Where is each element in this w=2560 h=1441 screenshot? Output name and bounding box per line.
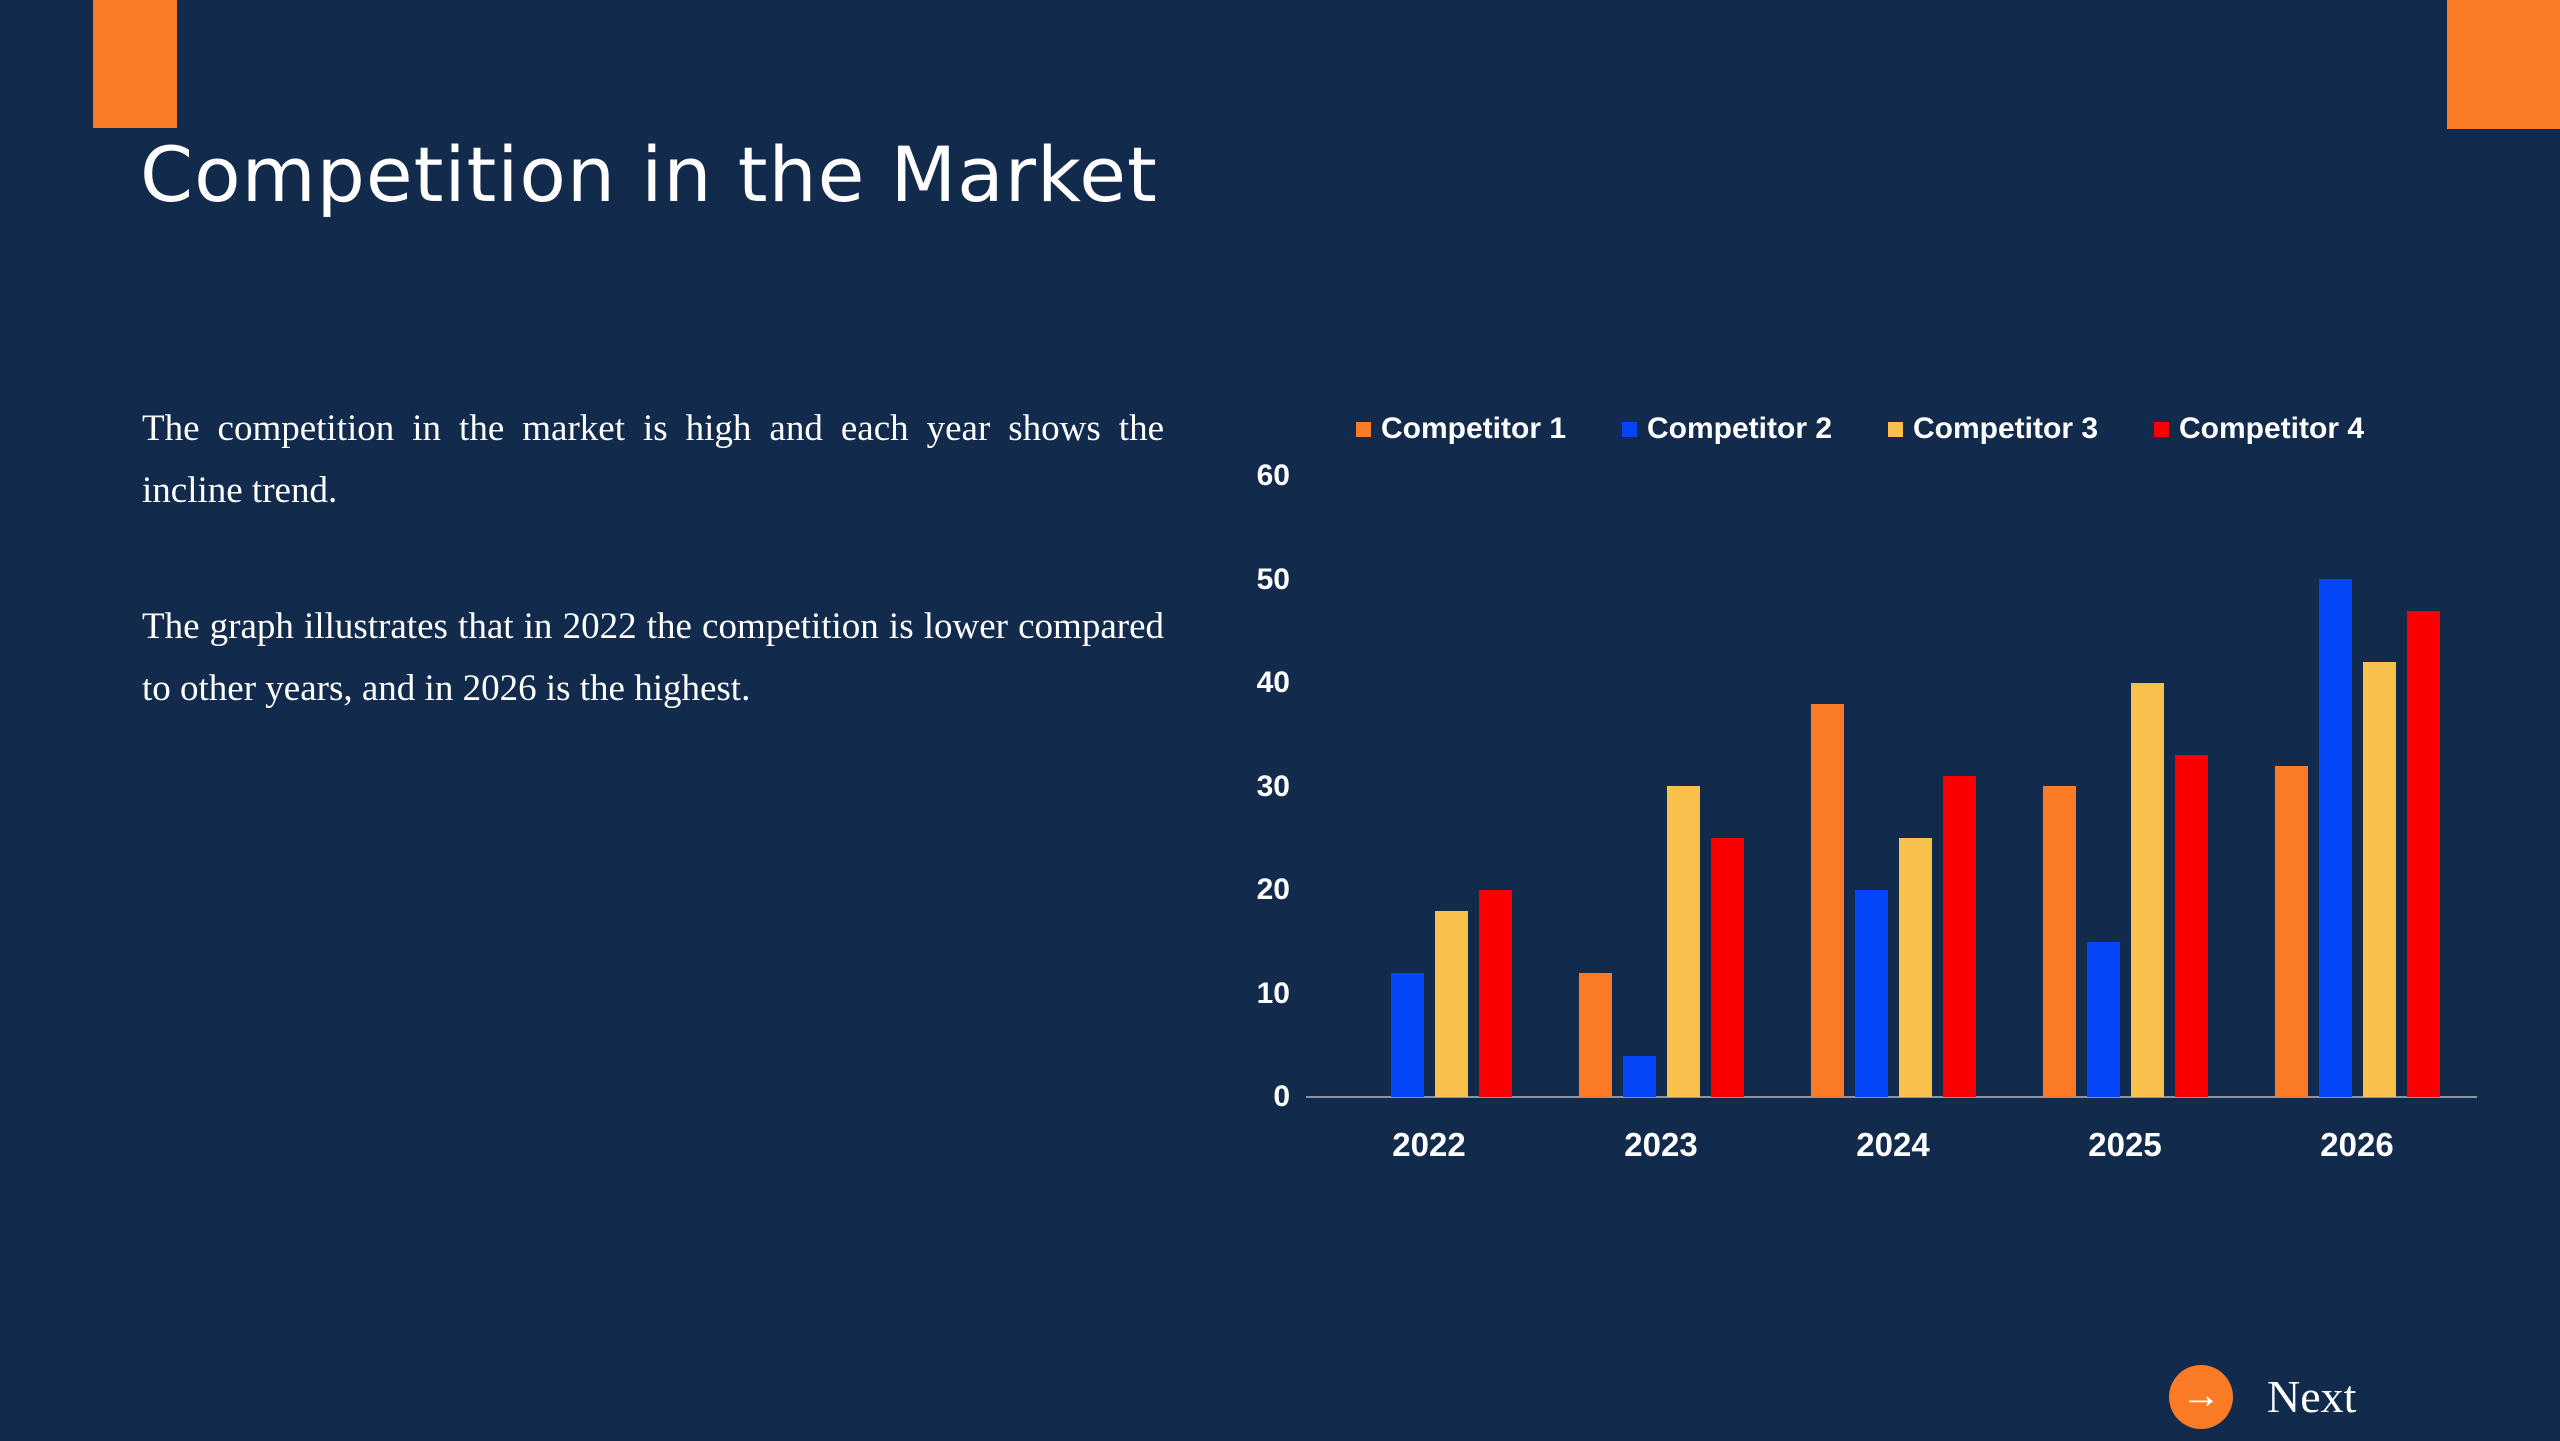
bar-2026-competitor-3 — [2363, 662, 2396, 1097]
legend-swatch-icon — [2154, 421, 2169, 437]
bar-2025-competitor-2 — [2087, 942, 2120, 1097]
x-tick-2023: 2023 — [1624, 1126, 1698, 1163]
legend-item-3: Competitor 3 — [1888, 412, 2098, 446]
legend-label: Competitor 1 — [1381, 412, 1567, 445]
bar-2022-competitor-3 — [1435, 911, 1468, 1097]
y-tick-10: 10 — [1256, 977, 1290, 1010]
bar-2022-competitor-4 — [1479, 890, 1512, 1097]
next-button[interactable]: → Next — [2169, 1361, 2356, 1433]
bar-2025-competitor-4 — [2175, 755, 2208, 1097]
bar-2023-competitor-2 — [1623, 1056, 1656, 1097]
body-text: The competition in the market is high an… — [142, 398, 1164, 720]
bar-2025-competitor-1 — [2043, 786, 2076, 1097]
bar-2025-competitor-3 — [2131, 683, 2164, 1097]
legend-swatch-icon — [1356, 421, 1371, 437]
next-button-label: Next — [2267, 1371, 2357, 1422]
y-tick-20: 20 — [1256, 873, 1290, 906]
arrow-right-icon: → — [2181, 1373, 2221, 1417]
y-tick-0: 0 — [1273, 1080, 1290, 1113]
next-circle: → — [2169, 1365, 2233, 1429]
bar-2023-competitor-4 — [1711, 838, 1744, 1097]
top-right-accent-rect — [2447, 0, 2560, 129]
legend-swatch-icon — [1622, 421, 1637, 437]
y-tick-40: 40 — [1256, 666, 1290, 699]
bar-2023-competitor-1 — [1579, 973, 1612, 1097]
bar-2022-competitor-2 — [1391, 973, 1424, 1097]
bar-2024-competitor-4 — [1943, 776, 1976, 1097]
bar-2024-competitor-1 — [1811, 704, 1844, 1097]
legend-label: Competitor 2 — [1647, 412, 1833, 445]
top-left-accent-rect — [93, 0, 177, 128]
bar-2024-competitor-2 — [1855, 890, 1888, 1097]
x-tick-2024: 2024 — [1856, 1126, 1930, 1163]
bar-2023-competitor-3 — [1667, 786, 1700, 1097]
legend-item-4: Competitor 4 — [2154, 412, 2364, 446]
x-tick-2025: 2025 — [2088, 1126, 2162, 1163]
y-tick-50: 50 — [1256, 563, 1290, 596]
page-title: Competition in the Market — [140, 130, 1158, 219]
legend-item-2: Competitor 2 — [1622, 412, 1832, 446]
legend-item-1: Competitor 1 — [1356, 412, 1566, 446]
y-tick-60: 60 — [1256, 459, 1290, 492]
x-axis-line — [1306, 1096, 2477, 1098]
legend-label: Competitor 4 — [2179, 412, 2365, 445]
bar-2026-competitor-1 — [2275, 766, 2308, 1097]
x-tick-2026: 2026 — [2320, 1126, 2394, 1163]
x-tick-2022: 2022 — [1392, 1126, 1466, 1163]
y-tick-30: 30 — [1256, 770, 1290, 803]
paragraph-2: The graph illustrates that in 2022 the c… — [142, 606, 1164, 709]
legend-swatch-icon — [1888, 421, 1903, 437]
paragraph-1: The competition in the market is high an… — [142, 408, 1164, 511]
bar-2026-competitor-4 — [2407, 611, 2440, 1097]
bar-2024-competitor-3 — [1899, 838, 1932, 1097]
bar-2026-competitor-2 — [2319, 579, 2352, 1097]
legend-label: Competitor 3 — [1913, 412, 2099, 445]
